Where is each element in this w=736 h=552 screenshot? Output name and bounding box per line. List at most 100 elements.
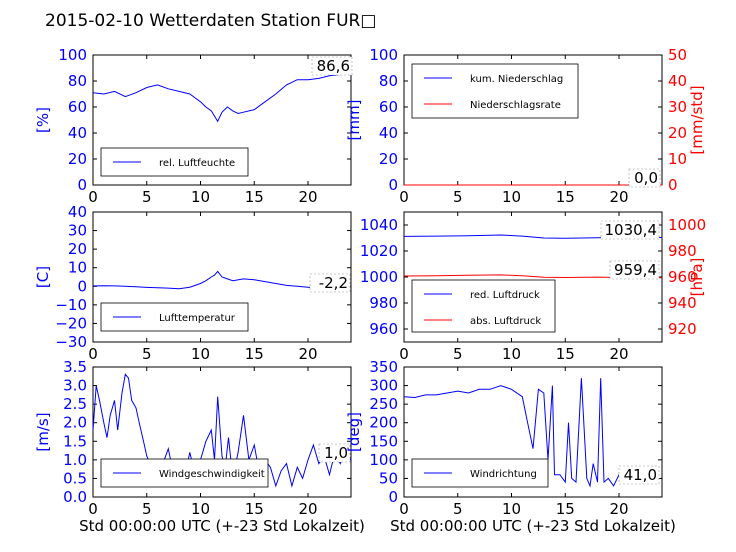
value-annotation: 1,0 xyxy=(324,444,348,462)
y-axis-label: [m/s] xyxy=(34,412,52,451)
x-tick-label: 10 xyxy=(191,188,210,206)
y-tick-label: 0 xyxy=(388,488,398,506)
y2-tick-label: 940 xyxy=(668,294,697,312)
value-annotation-box xyxy=(311,56,353,76)
legend: rel. Luftfeuchte xyxy=(100,147,249,177)
x-tick-label: 20 xyxy=(298,188,317,206)
legend: Windgeschwindigkeit xyxy=(100,458,269,488)
y-tick-label: 10 xyxy=(68,259,87,277)
y-tick-label: 960 xyxy=(369,320,398,338)
x-tick-label: 15 xyxy=(245,345,264,363)
legend-entry: rel. Luftfeuchte xyxy=(159,158,235,169)
value-annotation-box xyxy=(628,168,661,188)
y2-tick-label: 960 xyxy=(668,268,697,286)
value-annotation: 41,0 xyxy=(624,466,657,484)
y-tick-label: 250 xyxy=(369,395,398,413)
y-tick-label: 0.5 xyxy=(63,469,87,487)
y2-tick-label: 40 xyxy=(668,72,687,90)
legend: kum. Niederschlag Niederschlagsrate xyxy=(411,63,579,119)
figure-title: 2015-02-10 Wetterdaten Station FUR□ xyxy=(45,11,376,31)
y-tick-label: −10 xyxy=(55,296,87,314)
legend-entry: Windgeschwindigkeit xyxy=(159,469,265,480)
y-tick-label: 3.0 xyxy=(63,377,87,395)
y-axis-label: [C] xyxy=(34,266,52,288)
y-tick-label: 40 xyxy=(68,203,87,221)
y-tick-label: 100 xyxy=(369,451,398,469)
y2-axis-label: [hPa] xyxy=(688,258,706,297)
legend-entry: Niederschlagsrate xyxy=(470,100,561,111)
y2-tick-label: 50 xyxy=(668,46,687,64)
x-axis-label: Std 00:00:00 UTC (+-23 Std Lokalzeit) xyxy=(79,517,365,535)
y-tick-label: 200 xyxy=(369,414,398,432)
x-tick-label: 10 xyxy=(191,500,210,518)
y-tick-label: 100 xyxy=(369,46,398,64)
x-tick-label: 0 xyxy=(88,188,98,206)
legend: Windrichtung xyxy=(411,458,549,488)
x-tick-label: 20 xyxy=(609,188,628,206)
series-line xyxy=(92,270,348,291)
x-tick-label: 15 xyxy=(245,500,264,518)
y2-tick-label: 30 xyxy=(668,98,687,116)
y-tick-label: 80 xyxy=(379,72,398,90)
x-tick-label: 5 xyxy=(142,188,152,206)
x-tick-label: 0 xyxy=(88,345,98,363)
x-tick-label: 15 xyxy=(556,188,575,206)
y-tick-label: 0.0 xyxy=(63,488,87,506)
x-tick-label: 5 xyxy=(453,188,463,206)
x-tick-label: 10 xyxy=(502,345,521,363)
legend-entry: Windrichtung xyxy=(470,469,537,480)
x-tick-label: 5 xyxy=(142,500,152,518)
x-tick-label: 0 xyxy=(399,500,409,518)
x-tick-label: 5 xyxy=(453,345,463,363)
panel-pressure: 0 5 10 15 20 960 980 1000 1020 1040 920 940 960 980 10… xyxy=(360,211,706,363)
series-line xyxy=(92,71,348,123)
x-tick-label: 10 xyxy=(191,345,210,363)
y-tick-label: 0 xyxy=(77,176,87,194)
y-tick-label: 40 xyxy=(379,124,398,142)
value-annotation: 1030,4 xyxy=(605,221,658,239)
value-annotation: 86,6 xyxy=(317,57,350,75)
y-tick-label: 1040 xyxy=(360,216,398,234)
x-tick-label: 10 xyxy=(502,500,521,518)
panel-precipitation: 0 5 10 15 20 0 20 40 60 80 100 0 10 20 30 40 50 [mm] [mm/s… xyxy=(345,46,706,206)
value-annotation-box xyxy=(309,273,351,293)
value-annotation-box xyxy=(618,465,660,485)
y-tick-label: 0 xyxy=(77,277,87,295)
y-tick-label: −30 xyxy=(55,333,87,351)
legend: Lufttemperatur xyxy=(100,302,249,332)
y-tick-label: 1.5 xyxy=(63,432,87,450)
legend-box xyxy=(411,279,556,333)
y-axis-label: [mm] xyxy=(345,100,363,141)
x-tick-label: 20 xyxy=(609,345,628,363)
y-tick-label: 60 xyxy=(379,98,398,116)
panel-temperature: 0 5 10 15 20−30−20−10010203040[C]Lufttempera… xyxy=(34,203,352,363)
x-tick-label: 5 xyxy=(142,345,152,363)
y2-axis-label: [mm/std] xyxy=(688,85,706,154)
y-axis-label: [%] xyxy=(34,107,52,133)
y2-tick-label: 920 xyxy=(668,320,697,338)
y2-tick-label: 10 xyxy=(668,150,687,168)
legend-entry: kum. Niederschlag xyxy=(470,74,563,85)
value-annotation-box xyxy=(600,220,660,240)
y-tick-label: 150 xyxy=(369,432,398,450)
y-axis-label: [deg] xyxy=(345,412,363,452)
series-line xyxy=(403,378,659,488)
panel-humidity: 0 5 10 15 20 0 20 40 60 80 100 [%] rel. Luftfeuchte 8… xyxy=(34,46,353,206)
value-annotation-box xyxy=(318,443,351,463)
value-annotation: -2,2 xyxy=(319,274,348,292)
legend-entry: abs. Luftdruck xyxy=(470,316,541,327)
x-tick-label: 0 xyxy=(88,500,98,518)
y-tick-label: 2.0 xyxy=(63,414,87,432)
y-tick-label: 1.0 xyxy=(63,451,87,469)
x-tick-label: 20 xyxy=(609,500,628,518)
y-tick-label: 20 xyxy=(379,150,398,168)
x-tick-label: 0 xyxy=(399,345,409,363)
y-tick-label: 40 xyxy=(68,124,87,142)
y-tick-label: 350 xyxy=(369,358,398,376)
panel-wind-speed: 0 5 10 15 20 0.00.51.01.52.02.53.03.5 [m/s] Std… xyxy=(34,358,365,535)
x-tick-label: 15 xyxy=(245,188,264,206)
legend-entry: red. Luftdruck xyxy=(470,290,540,301)
y-tick-label: 20 xyxy=(68,240,87,258)
